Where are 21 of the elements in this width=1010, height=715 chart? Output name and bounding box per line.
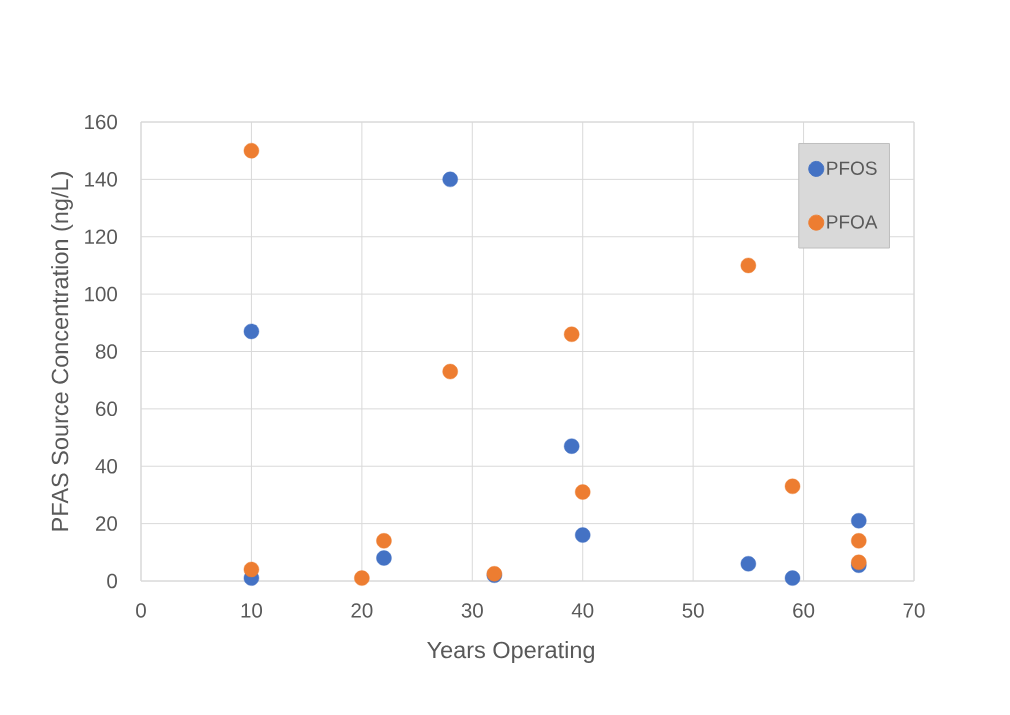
y-tick-label: 40	[95, 458, 118, 474]
x-tick-label: 30	[461, 603, 483, 618]
y-tick-label: 100	[85, 286, 117, 302]
y-tick-label: 120	[85, 229, 117, 244]
y-tick-label: 80	[95, 344, 118, 359]
x-tick-label: 40	[571, 603, 594, 618]
x-axis-title: Years Operating	[427, 641, 594, 663]
x-tick-label: 10	[241, 603, 263, 618]
y-tick-label: 20	[96, 516, 118, 531]
y-tick-label: 0	[107, 573, 118, 589]
y-axis-title: PFAS Source Concentration (ng/L)	[51, 172, 73, 531]
y-tick-label: 140	[85, 172, 117, 187]
x-tick-label: 60	[793, 603, 815, 618]
legend-label: PFOA	[827, 215, 878, 229]
y-tick-label: 60	[96, 401, 118, 417]
y-tick-label: 160	[85, 114, 117, 130]
x-tick-label: 0	[136, 603, 146, 618]
x-tick-label: 20	[351, 603, 373, 618]
legend-label: PFOS	[827, 161, 877, 175]
x-tick-label: 70	[903, 603, 925, 618]
x-tick-label: 50	[682, 603, 704, 618]
